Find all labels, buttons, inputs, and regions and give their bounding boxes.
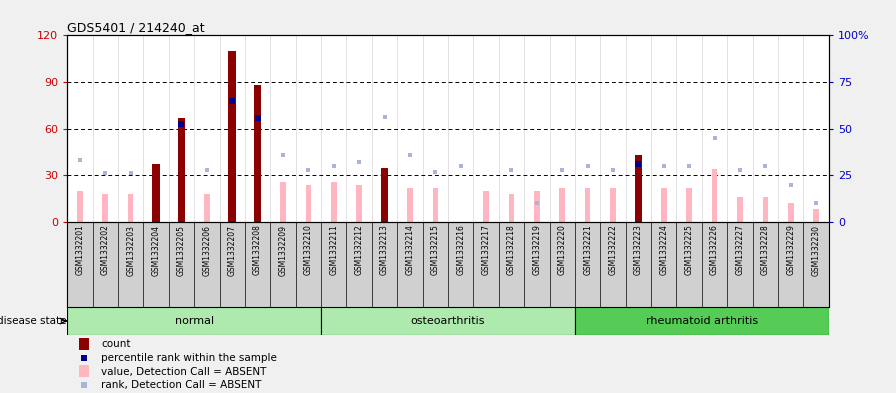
Bar (152, 164, 159, 222)
Text: GSM1332224: GSM1332224 (659, 224, 668, 275)
Bar (534, 191, 539, 222)
Text: GSM1332221: GSM1332221 (583, 224, 592, 275)
Text: GSM1332201: GSM1332201 (75, 224, 84, 275)
Bar (331, 182, 337, 222)
Text: GSM1332226: GSM1332226 (710, 224, 719, 275)
Text: GSM1332220: GSM1332220 (557, 224, 567, 275)
Text: GSM1332219: GSM1332219 (532, 224, 541, 275)
Bar (128, 194, 134, 222)
Bar (407, 188, 413, 222)
Bar (762, 197, 768, 222)
Bar (509, 194, 514, 222)
Text: GSM1332216: GSM1332216 (456, 224, 465, 275)
Bar (321, 307, 575, 335)
Text: normal: normal (175, 316, 213, 326)
Text: GSM1332217: GSM1332217 (481, 224, 491, 275)
Bar (575, 307, 829, 335)
Bar (661, 188, 667, 222)
Text: GSM1332212: GSM1332212 (355, 224, 364, 275)
Bar (737, 197, 743, 222)
Text: GSM1332213: GSM1332213 (380, 224, 389, 275)
Bar (177, 118, 185, 222)
Bar (102, 194, 108, 222)
Bar (585, 188, 590, 222)
Text: GSM1332229: GSM1332229 (786, 224, 796, 275)
Text: rank, Detection Call = ABSENT: rank, Detection Call = ABSENT (101, 380, 262, 390)
Bar (483, 191, 489, 222)
Text: GSM1332208: GSM1332208 (253, 224, 263, 275)
Text: GSM1332218: GSM1332218 (507, 224, 516, 275)
Bar (711, 169, 718, 222)
Text: GSM1332203: GSM1332203 (126, 224, 135, 275)
Bar (77, 191, 82, 222)
Text: percentile rank within the sample: percentile rank within the sample (101, 353, 278, 363)
Bar (79, 338, 90, 350)
Text: GSM1332210: GSM1332210 (304, 224, 313, 275)
Text: count: count (101, 340, 131, 349)
Text: disease state: disease state (0, 316, 66, 326)
Text: rheumatoid arthritis: rheumatoid arthritis (646, 316, 758, 326)
Text: GSM1332225: GSM1332225 (685, 224, 694, 275)
Text: GSM1332223: GSM1332223 (633, 224, 643, 275)
Bar (228, 51, 236, 222)
Bar (67, 307, 321, 335)
Text: GSM1332227: GSM1332227 (736, 224, 745, 275)
Bar (357, 185, 362, 222)
Text: GSM1332211: GSM1332211 (329, 224, 339, 275)
Text: GSM1332205: GSM1332205 (177, 224, 186, 275)
Bar (280, 182, 286, 222)
Bar (814, 209, 819, 222)
Text: GSM1332209: GSM1332209 (279, 224, 288, 275)
Text: GSM1332202: GSM1332202 (100, 224, 110, 275)
Bar (254, 85, 262, 222)
Text: GDS5401 / 214240_at: GDS5401 / 214240_at (67, 21, 205, 34)
Text: GSM1332214: GSM1332214 (405, 224, 415, 275)
Bar (381, 167, 388, 222)
Text: value, Detection Call = ABSENT: value, Detection Call = ABSENT (101, 367, 267, 376)
Bar (306, 185, 311, 222)
Bar (788, 203, 794, 222)
Bar (433, 188, 438, 222)
Text: GSM1332206: GSM1332206 (202, 224, 211, 275)
Text: GSM1332215: GSM1332215 (431, 224, 440, 275)
Text: GSM1332230: GSM1332230 (812, 224, 821, 275)
Text: GSM1332222: GSM1332222 (608, 224, 617, 275)
Text: GSM1332228: GSM1332228 (761, 224, 770, 275)
Bar (79, 365, 90, 377)
Bar (204, 194, 210, 222)
Bar (559, 188, 565, 222)
Bar (610, 188, 616, 222)
Text: GSM1332207: GSM1332207 (228, 224, 237, 275)
Text: osteoarthritis: osteoarthritis (410, 316, 486, 326)
Bar (634, 155, 642, 222)
Text: GSM1332204: GSM1332204 (151, 224, 160, 275)
Bar (686, 188, 692, 222)
